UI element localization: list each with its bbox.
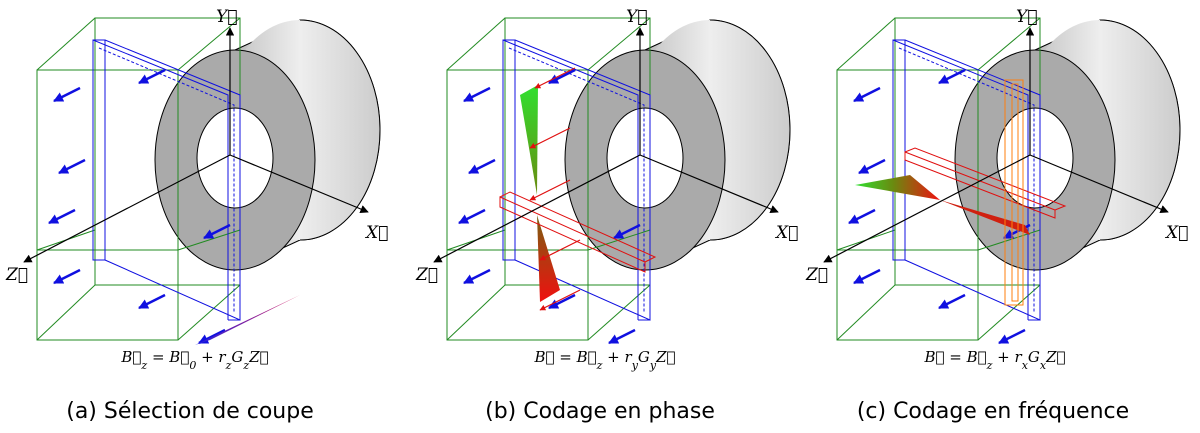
field-arrow [464,270,490,283]
field-arrow [859,160,885,173]
axis-label: Z⃗ [805,265,828,285]
panel: Y⃗X⃗Z⃗B⃗ = B⃗z + rxGxZ⃗(c) Codage en fré… [805,7,1188,424]
equation-part: + r [196,348,226,366]
axis-label: X⃗ [1164,223,1188,243]
panel: Y⃗X⃗Z⃗B⃗z = B⃗0 + rzGzZ⃗(a) Sélection de… [5,7,388,424]
magnet-bore [197,108,273,208]
axis-label: X⃗ [364,223,388,243]
panel: Y⃗X⃗Z⃗B⃗ = B⃗z + ryGyZ⃗(b) Codage en pha… [415,7,798,424]
box-edge [178,285,240,340]
box-edge [37,18,95,70]
field-arrow [464,88,490,101]
gradient-wedge [520,85,538,195]
gradient-wedge [537,215,560,302]
caption: (a) Sélection de coupe [66,399,314,424]
equation-part: Z⃗ [1045,348,1065,366]
equation-part: B⃗ = B⃗ [533,348,596,366]
axis-label: Z⃗ [415,265,438,285]
field-arrow [849,210,875,223]
equation: B⃗ = B⃗z + rxGxZ⃗ [923,348,1065,372]
axis-label: Y⃗ [216,7,237,27]
field-arrow [54,270,80,283]
equation: B⃗z = B⃗0 + rzGzZ⃗ [120,348,268,372]
equation-part: + r [602,348,632,366]
axis-label: Z⃗ [5,265,28,285]
figure: Y⃗X⃗Z⃗B⃗z = B⃗0 + rzGzZ⃗(a) Sélection de… [0,0,1200,433]
field-arrow [549,295,575,308]
field-arrow [139,295,165,308]
box-edge [447,18,505,70]
equation-part: Z⃗ [655,348,675,366]
field-arrow [939,70,965,83]
field-arrow [609,330,635,343]
equation: B⃗ = B⃗z + ryGyZ⃗ [533,348,675,372]
equation-part: G [638,348,650,366]
equation-part: B⃗ = B⃗ [923,348,986,366]
box-edge [447,285,505,340]
field-arrow [549,70,575,83]
box-edge [37,285,95,340]
field-arrow [999,330,1025,343]
gradient-arrow [535,68,575,88]
axis-label: Y⃗ [626,7,647,27]
magnet-bore [607,108,683,208]
equation-part: 0 [189,359,196,372]
box-edge [837,285,895,340]
axis-label: X⃗ [774,223,798,243]
field-arrow [459,210,485,223]
field-arrow [59,160,85,173]
gradient-wedge [855,175,940,200]
box-edge [588,285,650,340]
equation-part: G [1028,348,1040,366]
field-arrow [854,88,880,101]
field-arrow [469,160,495,173]
box-edge [978,285,1040,340]
equation-part: B⃗ [120,348,141,366]
equation-part: = B⃗ [147,348,189,366]
magnet-bore [997,108,1073,208]
caption: (b) Codage en phase [485,399,715,424]
field-arrow [139,70,165,83]
field-arrow [854,270,880,283]
box-edge [837,18,895,70]
field-arrow [49,210,75,223]
field-arrow [54,88,80,101]
field-arrow [939,295,965,308]
caption: (c) Codage en fréquence [857,399,1129,424]
gradient-wedge [195,295,300,345]
equation-part: G [231,348,243,366]
equation-part: + r [992,348,1022,366]
equation-part: Z⃗ [248,348,268,366]
axis-label: Y⃗ [1016,7,1037,27]
field-arrow [199,330,225,343]
